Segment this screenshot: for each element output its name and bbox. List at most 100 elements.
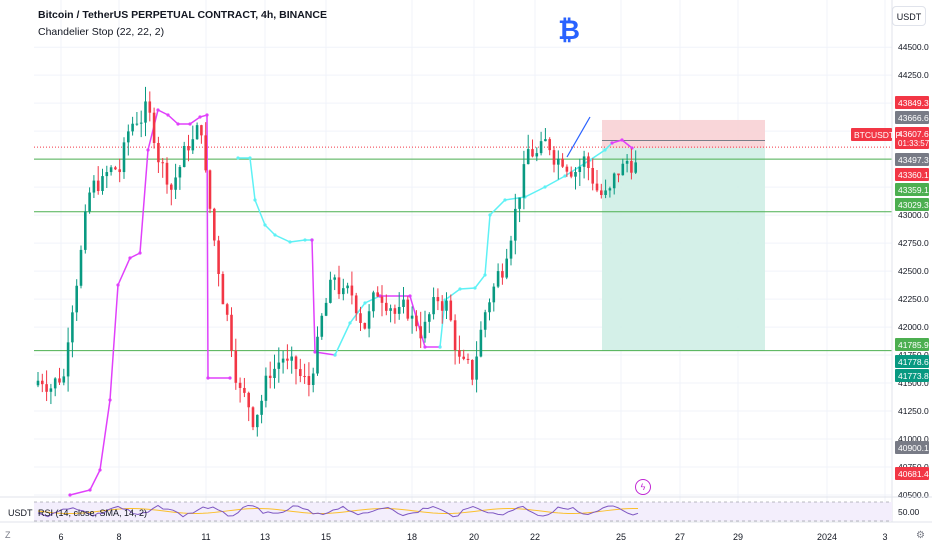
candle-down <box>458 350 461 357</box>
candle-up <box>71 312 74 343</box>
chandelier-short-line-dot <box>310 238 314 242</box>
price-tick-label: 42000.0 <box>898 322 929 332</box>
candle-down <box>148 101 152 113</box>
candle-up <box>346 285 349 289</box>
candle-down <box>221 274 225 305</box>
candle-up <box>625 160 629 164</box>
candle-up <box>492 286 496 303</box>
time-tick-label: 18 <box>407 532 417 542</box>
candle-up <box>84 211 87 250</box>
candle-up <box>75 285 78 313</box>
rsi-legend[interactable]: RSI (14, close, SMA, 14, 2) <box>38 508 148 518</box>
candle-up <box>135 123 139 125</box>
candle-down <box>58 378 61 383</box>
candle-down <box>440 301 444 311</box>
candle-down <box>217 240 220 275</box>
price-label-box <box>895 111 929 124</box>
candle-up <box>445 300 448 311</box>
candle-up <box>195 125 199 140</box>
candle-down <box>41 380 44 385</box>
candle-down <box>187 146 190 151</box>
candle-up <box>178 167 182 178</box>
price-tick-label: 41250.0 <box>898 406 929 416</box>
candle-up <box>539 141 543 154</box>
candle-down <box>552 150 556 165</box>
chandelier-long-line-dot <box>248 156 252 160</box>
candle-down <box>453 320 457 351</box>
price-label-box <box>895 467 929 480</box>
chandelier-long-line-dot <box>303 238 307 242</box>
lightning-icon[interactable]: ϟ <box>635 479 651 495</box>
candle-down <box>200 125 203 136</box>
candle-down <box>251 407 255 428</box>
candle-down <box>415 315 418 327</box>
chandelier-long-line-dot <box>348 321 352 325</box>
candle-up <box>79 249 83 286</box>
chandelier-short-line-dot <box>108 398 112 402</box>
chandelier-long-line-dot <box>458 287 462 291</box>
symbol-tag-text: BTCUSDT.P <box>854 130 902 140</box>
chandelier-short-line-dot <box>205 113 209 117</box>
candle-up <box>36 380 40 386</box>
candle-up <box>410 315 414 319</box>
candle-down <box>565 166 569 172</box>
candle-down <box>118 169 121 173</box>
chandelier-short-line-dot <box>408 294 412 298</box>
gear-icon[interactable]: ⚙ <box>916 530 925 541</box>
candle-up <box>389 308 392 311</box>
candle-down <box>385 302 388 311</box>
candle-up <box>544 139 547 142</box>
candle-down <box>225 304 229 315</box>
rsi-ma-line <box>37 507 639 514</box>
candle-down <box>600 190 603 195</box>
candle-down <box>238 382 242 388</box>
price-label-text: 43029.3 <box>898 200 929 210</box>
candle-up <box>144 101 147 123</box>
indicator-legend[interactable]: Chandelier Stop (22, 22, 2) <box>38 26 165 38</box>
candle-up <box>49 388 53 392</box>
price-countdown-text: 01:33:57 <box>898 139 930 148</box>
candle-up <box>127 131 130 143</box>
candle-up <box>101 176 104 191</box>
candle-down <box>561 158 564 167</box>
candle-up <box>526 149 530 165</box>
price-tick-label: 42750.0 <box>898 238 929 248</box>
chandelier-short-line <box>380 295 440 348</box>
candle-up <box>342 288 345 295</box>
chandelier-short-line-dot <box>313 350 317 354</box>
price-label-box <box>895 369 929 382</box>
candle-down <box>376 292 379 297</box>
price-label-text: 43666.6 <box>898 113 929 123</box>
timezone-icon[interactable]: Z <box>5 530 11 540</box>
candle-down <box>307 376 311 385</box>
bitcoin-logo-icon: ₿ <box>558 15 581 45</box>
currency-button[interactable]: USDT <box>892 6 926 26</box>
time-tick-label: 2024 <box>817 532 837 542</box>
price-label-text: 43849.3 <box>898 98 929 108</box>
candle-down <box>531 149 534 157</box>
candle-down <box>299 369 302 377</box>
chandelier-long-line-dot <box>483 273 487 277</box>
candle-up <box>139 122 143 124</box>
candle-up <box>483 312 487 330</box>
chandelier-long-line-dot <box>333 353 337 357</box>
candle-down <box>350 285 354 296</box>
time-tick-label: 29 <box>733 532 743 542</box>
candle-down <box>471 359 474 380</box>
chandelier-long-line-dot <box>503 198 507 202</box>
price-label-box <box>895 183 929 196</box>
price-tick-label: 41000.0 <box>898 434 929 444</box>
candle-down <box>243 387 246 393</box>
candle-down <box>268 375 272 379</box>
trend-line <box>566 116 591 158</box>
time-tick-label: 11 <box>201 532 210 542</box>
candle-up <box>62 376 66 383</box>
candle-down <box>303 376 306 378</box>
rsi-line <box>37 504 639 518</box>
rsi-currency-label: USDT <box>8 508 33 518</box>
chandelier-short-line-dot <box>156 108 160 112</box>
price-label-box <box>895 168 929 181</box>
price-tick-label: 40500.0 <box>898 490 929 500</box>
candle-up <box>535 153 539 157</box>
